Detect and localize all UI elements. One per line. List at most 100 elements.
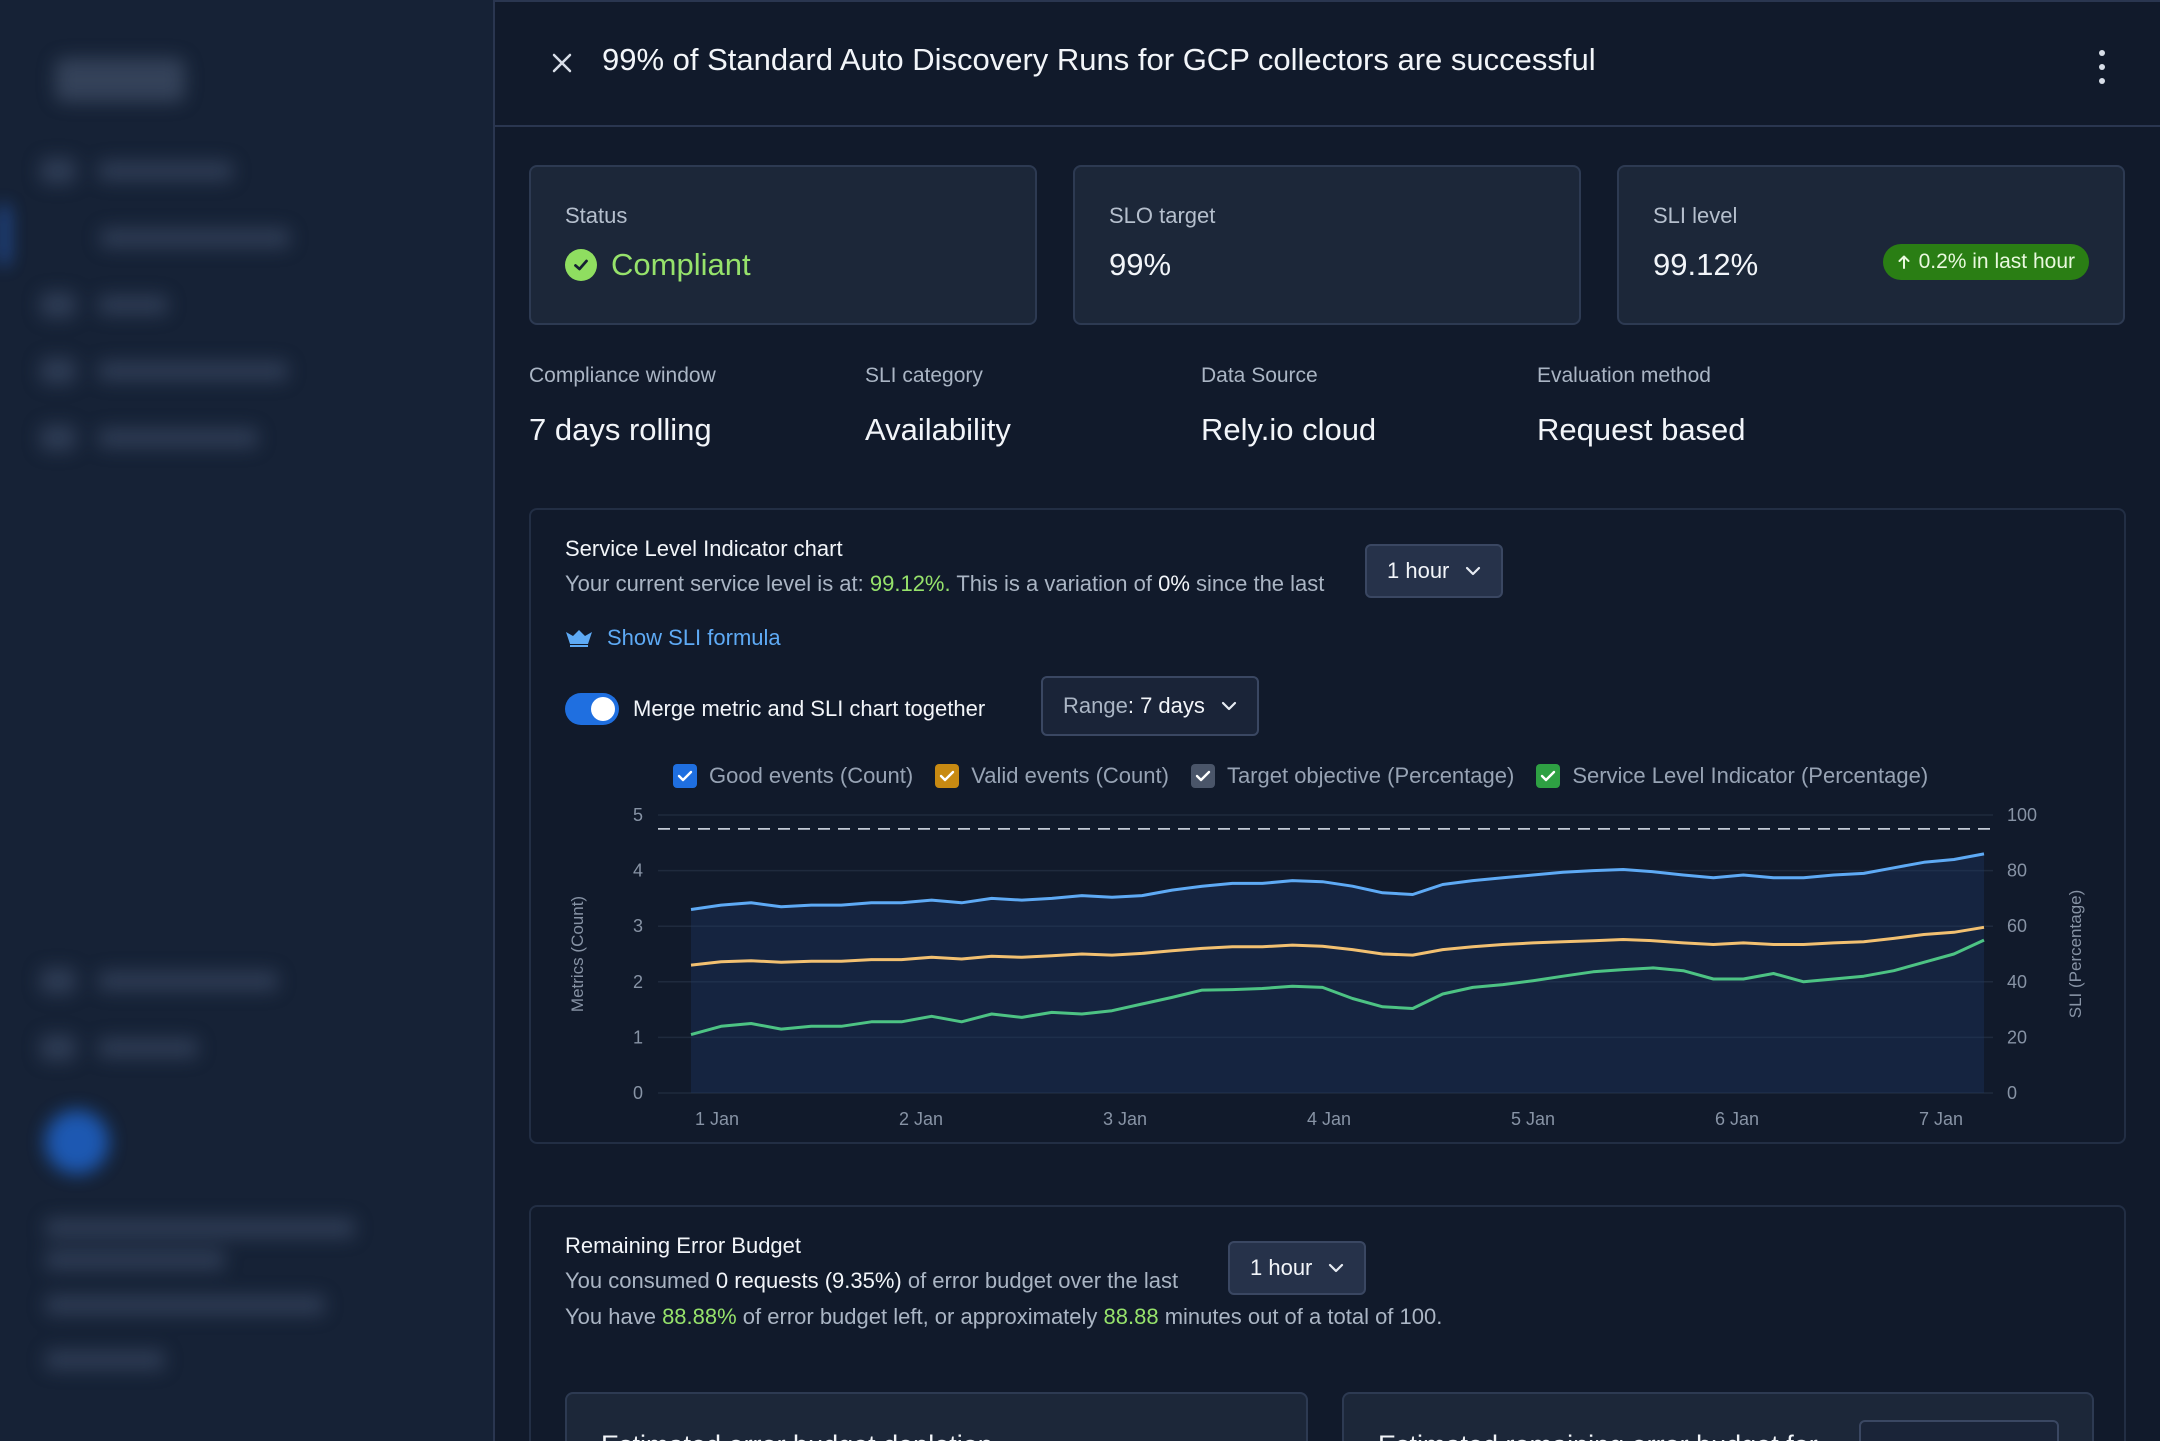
checkbox-icon[interactable] — [673, 764, 697, 788]
y-axis-title-left: Metrics (Count) — [568, 896, 587, 1012]
y-tick-left: 4 — [633, 861, 643, 881]
kebab-icon — [2099, 50, 2105, 56]
slo-target-card: SLO target 99% — [1073, 165, 1581, 325]
remaining-estimate-card: Estimated remaining error budget for — [1342, 1392, 2094, 1441]
current-level: 99.12%. — [869, 571, 951, 596]
merge-chart-row: Merge metric and SLI chart together — [565, 693, 985, 725]
legend-label: Target objective (Percentage) — [1226, 763, 1515, 788]
legend-target-objective[interactable]: Target objective (Percentage) — [1190, 763, 1515, 789]
evaluation-method: Evaluation method Request based — [1537, 364, 1746, 448]
variation-value: 0% — [1158, 571, 1190, 596]
depletion-card-title: Estimated error budget depletion — [601, 1430, 993, 1441]
x-tick-label: 4 Jan — [1307, 1109, 1351, 1129]
range-value: : 7 days — [1127, 693, 1205, 718]
trend-badge: 0.2% in last hour — [1882, 244, 2089, 280]
show-sli-formula-link[interactable]: Show SLI formula — [565, 625, 781, 651]
background-text — [45, 1250, 225, 1270]
chevron-down-icon — [1466, 566, 1481, 576]
y-tick-right: 80 — [2007, 861, 2027, 881]
y-tick-left: 1 — [633, 1027, 643, 1047]
x-tick-label: 1 Jan — [695, 1109, 739, 1129]
range-label: Range — [1063, 693, 1128, 718]
series-line-1 — [690, 925, 1985, 967]
y-tick-right: 60 — [2007, 916, 2027, 936]
summary-mid: This is a variation of — [950, 571, 1159, 596]
close-icon — [552, 53, 572, 73]
merge-chart-toggle[interactable] — [565, 693, 619, 725]
budget-consumed-text: You consumed 0 requests (9.35%) of error… — [565, 1268, 1178, 1294]
close-button[interactable] — [547, 48, 577, 78]
remaining-prefix: You have — [565, 1304, 663, 1329]
consumed-prefix: You consumed — [565, 1268, 716, 1293]
summary-suffix: since the last — [1189, 571, 1325, 596]
checkbox-icon[interactable] — [1536, 764, 1561, 788]
estimate-period-dropdown[interactable] — [1859, 1420, 2059, 1441]
status-label: Status — [565, 203, 628, 228]
sli-level-card: SLI level 99.12% 0.2% in last hour — [1617, 165, 2125, 325]
sli-line-chart: 0 0 1 20 2 40 3 60 4 80 5 100 Metrics (Count) SLI (Pe… — [568, 805, 2085, 1129]
meta-value: 7 days rolling — [529, 412, 712, 447]
remaining-card-title: Estimated remaining error budget for — [1378, 1430, 1818, 1441]
x-tick-label: 2 Jan — [899, 1109, 943, 1129]
budget-period-dropdown[interactable]: 1 hour — [1228, 1241, 1367, 1295]
x-tick-label: 7 Jan — [1919, 1109, 1963, 1129]
consumed-value: 0 requests (9.35%) — [715, 1268, 902, 1293]
data-source: Data Source Rely.io cloud — [1201, 364, 1376, 448]
legend-sli[interactable]: Service Level Indicator (Percentage) — [1536, 763, 1928, 789]
checkbox-icon[interactable] — [1190, 764, 1215, 788]
meta-value: Availability — [865, 412, 1011, 447]
legend-valid-events[interactable]: Valid events (Count) — [935, 763, 1169, 789]
merge-label: Merge metric and SLI chart together — [633, 696, 986, 721]
period-dropdown[interactable]: 1 hour — [1365, 544, 1504, 598]
compliance-window: Compliance window 7 days rolling — [529, 364, 716, 448]
chevron-down-icon — [1221, 701, 1236, 711]
y-tick-left: 3 — [633, 916, 643, 936]
status-value: Compliant — [565, 247, 1001, 283]
budget-period-value: 1 hour — [1250, 1255, 1313, 1280]
nav-item — [40, 425, 258, 451]
nav-item — [40, 1035, 198, 1061]
sli-level-value: 99.12% — [1653, 247, 1759, 282]
remaining-mid: of error budget left, or approximately — [736, 1304, 1104, 1329]
check-circle-icon — [565, 249, 597, 281]
depletion-estimate-card: Estimated error budget depletion — [565, 1392, 1308, 1441]
nav-item — [40, 292, 168, 318]
drawer-header: 99% of Standard Auto Discovery Runs for … — [495, 2, 2160, 127]
y-tick-left: 5 — [633, 805, 643, 825]
series-line-2 — [690, 938, 1985, 1037]
sli-summary-text: Your current service level is at: 99.12%… — [565, 571, 1324, 597]
slo-target-value: 99% — [1109, 247, 1172, 282]
formula-icon — [566, 630, 592, 647]
chart-legend: Good events (Count) Valid events (Count)… — [673, 763, 1928, 789]
remaining-percent: 88.88% — [662, 1304, 737, 1329]
more-options-button[interactable] — [2092, 50, 2112, 84]
background-text — [45, 1350, 165, 1370]
good-events-area — [691, 853, 1984, 1093]
sli-chart-section: Service Level Indicator chart Your curre… — [529, 508, 2126, 1144]
summary-prefix: Your current service level is at: — [565, 571, 870, 596]
y-axis-title-right: SLI (Percentage) — [2066, 890, 2085, 1019]
legend-good-events[interactable]: Good events (Count) — [673, 763, 913, 789]
x-tick-label: 3 Jan — [1103, 1109, 1147, 1129]
y-tick-right: 20 — [2007, 1027, 2027, 1047]
avatar — [45, 1110, 109, 1174]
legend-label: Service Level Indicator (Percentage) — [1572, 763, 1929, 788]
chevron-down-icon — [1329, 1263, 1344, 1273]
budget-remaining-text: You have 88.88% of error budget left, or… — [565, 1304, 1442, 1330]
period-value: 1 hour — [1387, 558, 1450, 583]
status-card: Status Compliant — [529, 165, 1037, 325]
meta-value: Request based — [1537, 412, 1746, 447]
checkbox-icon[interactable] — [935, 764, 960, 788]
budget-section-title: Remaining Error Budget — [565, 1233, 802, 1258]
meta-label: Evaluation method — [1537, 364, 1711, 387]
formula-link-text: Show SLI formula — [607, 625, 781, 650]
series-line-0 — [690, 852, 1985, 911]
nav-item — [40, 358, 288, 384]
status-text: Compliant — [611, 247, 751, 282]
y-tick-left: 2 — [633, 972, 643, 992]
remaining-minutes: 88.88 — [1103, 1304, 1159, 1329]
range-dropdown[interactable]: Range: 7 days — [1041, 676, 1259, 736]
nav-item — [40, 968, 278, 994]
sli-section-title: Service Level Indicator chart — [565, 536, 843, 561]
background-sidebar — [0, 0, 493, 1441]
